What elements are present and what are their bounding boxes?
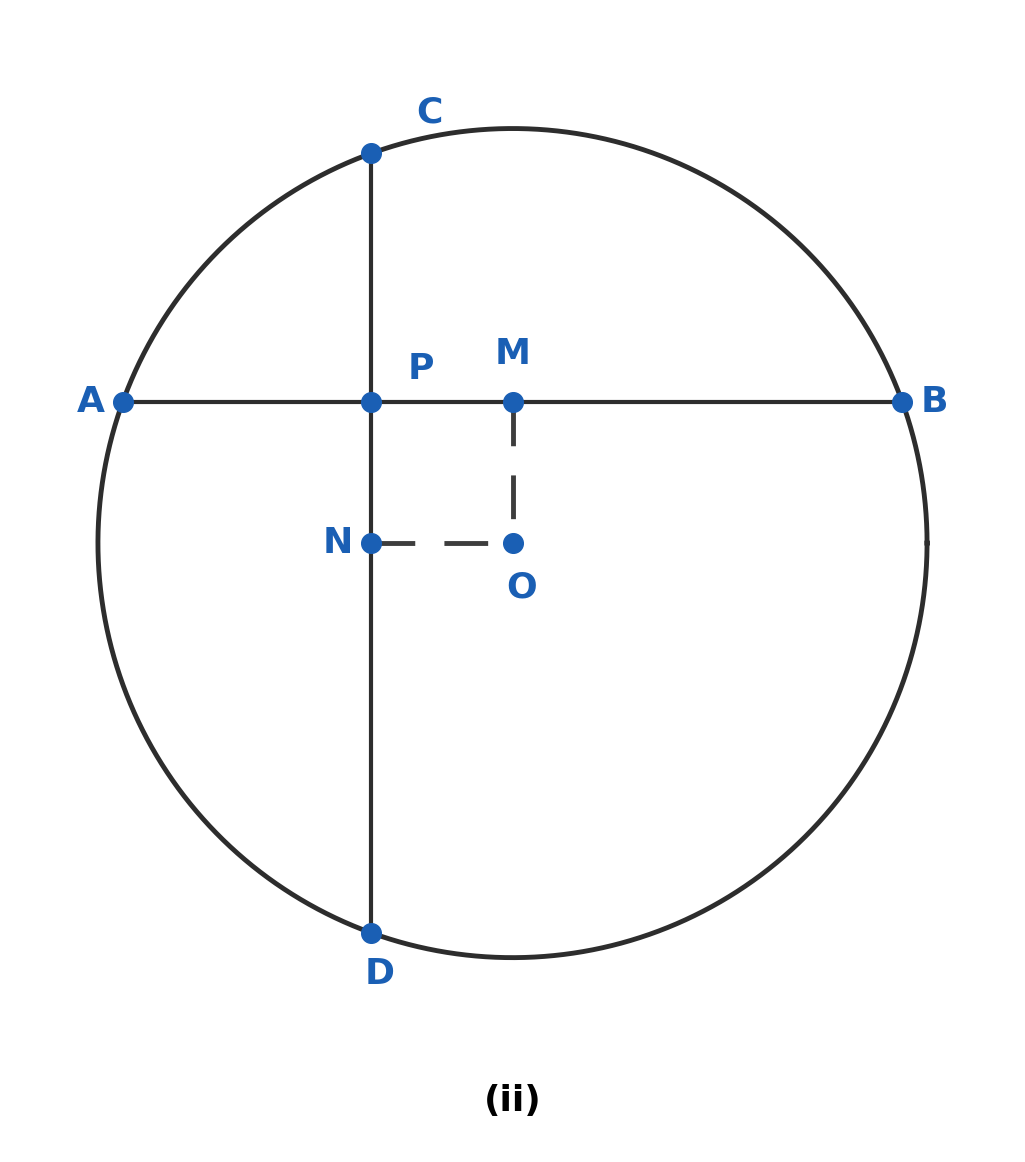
Point	[363, 924, 379, 942]
Point	[363, 393, 379, 411]
Text: B: B	[920, 385, 948, 418]
Point	[894, 393, 910, 411]
Text: (ii): (ii)	[484, 1084, 541, 1118]
Text: M: M	[494, 337, 531, 371]
Point	[504, 533, 521, 552]
Text: D: D	[365, 957, 395, 991]
Point	[363, 533, 379, 552]
Text: O: O	[506, 571, 537, 604]
Point	[115, 393, 131, 411]
Point	[504, 393, 521, 411]
Point	[363, 144, 379, 163]
Text: N: N	[323, 526, 353, 560]
Text: P: P	[407, 352, 434, 386]
Text: C: C	[416, 95, 443, 129]
Text: A: A	[77, 385, 105, 418]
